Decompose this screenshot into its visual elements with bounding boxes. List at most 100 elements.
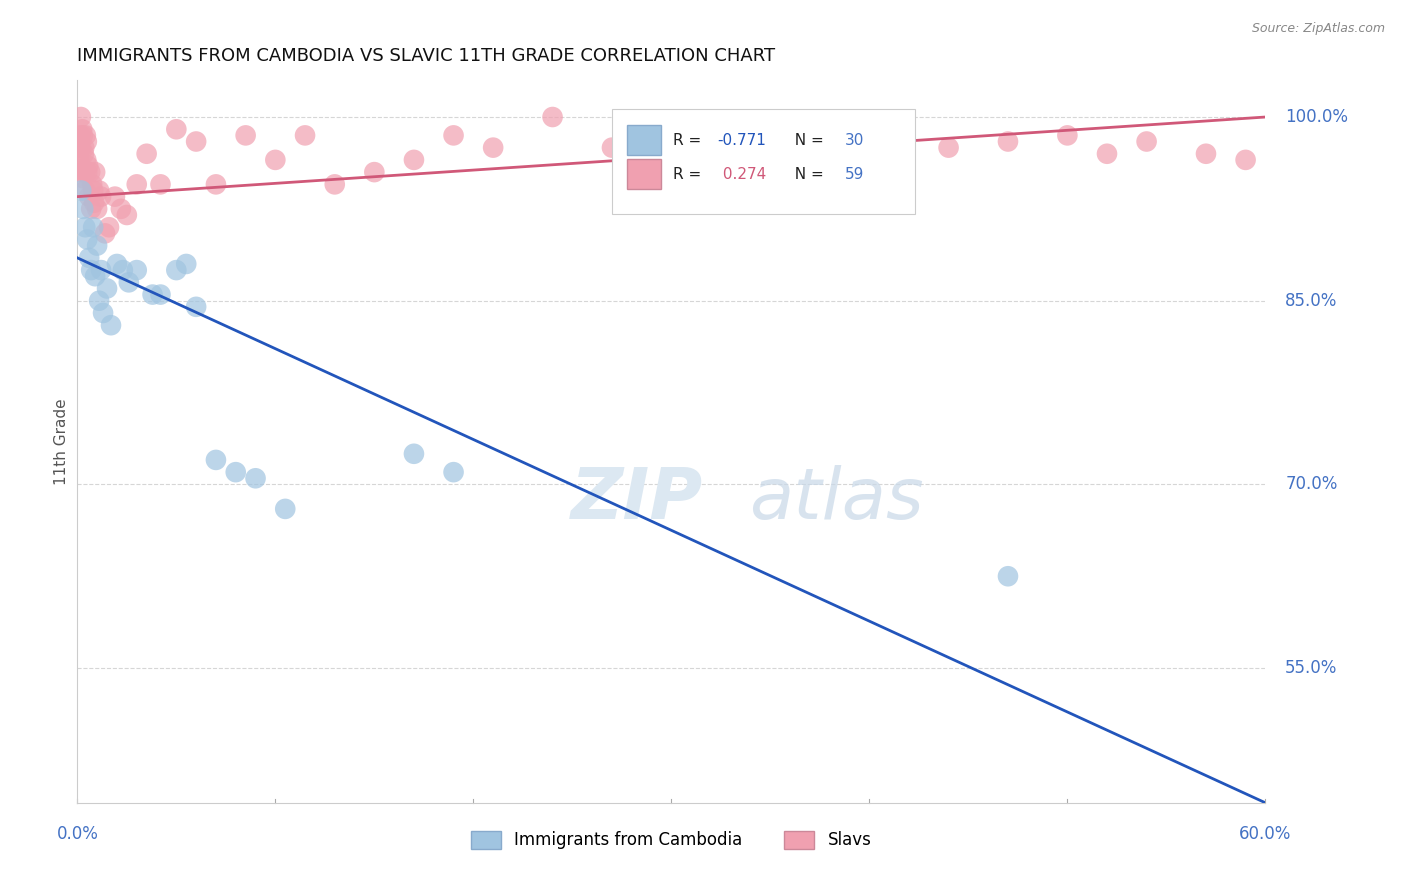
Point — [75, 153, 97, 167]
Point — [125, 178, 148, 192]
Point — [80, 263, 103, 277]
Text: R =: R = — [672, 133, 706, 148]
Point — [149, 178, 172, 192]
Point — [759, 165, 782, 179]
Text: ZIP: ZIP — [571, 465, 703, 533]
Point — [72, 171, 94, 186]
Point — [363, 165, 385, 179]
Text: Source: ZipAtlas.com: Source: ZipAtlas.com — [1251, 22, 1385, 36]
Point — [77, 159, 100, 173]
Point — [82, 178, 104, 192]
Point — [80, 202, 103, 216]
Text: R =: R = — [672, 167, 706, 182]
Text: 59: 59 — [845, 167, 865, 182]
Point — [225, 465, 247, 479]
Point — [76, 135, 98, 149]
Y-axis label: 11th Grade: 11th Grade — [53, 398, 69, 485]
Point — [82, 220, 104, 235]
Bar — [627, 125, 661, 155]
Point — [73, 146, 96, 161]
Point — [86, 202, 108, 216]
FancyBboxPatch shape — [612, 109, 915, 214]
Point — [94, 227, 117, 241]
Point — [86, 238, 108, 252]
Point — [91, 306, 114, 320]
Point — [105, 257, 128, 271]
Bar — [627, 159, 661, 189]
Point — [274, 502, 297, 516]
Legend: Immigrants from Cambodia, Slavs: Immigrants from Cambodia, Slavs — [464, 824, 879, 856]
Point — [77, 189, 100, 203]
Point — [77, 251, 100, 265]
Point — [72, 122, 94, 136]
Text: 70.0%: 70.0% — [1285, 475, 1337, 493]
Text: 100.0%: 100.0% — [1285, 108, 1348, 126]
Point — [100, 318, 122, 333]
Point — [75, 220, 97, 235]
Text: 85.0%: 85.0% — [1285, 292, 1337, 310]
Text: N =: N = — [786, 133, 830, 148]
Point — [72, 202, 94, 216]
Point — [1056, 128, 1078, 143]
Point — [70, 184, 93, 198]
Point — [110, 202, 132, 216]
Point — [1136, 135, 1159, 149]
Point — [443, 465, 465, 479]
Point — [87, 184, 110, 198]
Point — [149, 287, 172, 301]
Point — [1234, 153, 1257, 167]
Text: 60.0%: 60.0% — [1239, 825, 1292, 843]
Point — [1195, 146, 1218, 161]
Point — [541, 110, 564, 124]
Point — [294, 128, 316, 143]
Point — [69, 128, 91, 143]
Point — [118, 276, 141, 290]
Text: 0.0%: 0.0% — [56, 825, 98, 843]
Point — [402, 447, 425, 461]
Text: N =: N = — [786, 167, 830, 182]
Point — [402, 153, 425, 167]
Point — [79, 165, 101, 179]
Point — [84, 269, 107, 284]
Point — [165, 263, 187, 277]
Point — [70, 110, 93, 124]
Point — [135, 146, 157, 161]
Point — [323, 178, 346, 192]
Point — [70, 165, 93, 179]
Point — [997, 135, 1019, 149]
Point — [235, 128, 257, 143]
Point — [82, 184, 104, 198]
Text: -0.771: -0.771 — [717, 133, 766, 148]
Point — [174, 257, 197, 271]
Point — [75, 184, 97, 198]
Text: 30: 30 — [845, 133, 865, 148]
Text: IMMIGRANTS FROM CAMBODIA VS SLAVIC 11TH GRADE CORRELATION CHART: IMMIGRANTS FROM CAMBODIA VS SLAVIC 11TH … — [77, 47, 776, 65]
Point — [76, 165, 98, 179]
Point — [661, 128, 683, 143]
Point — [1095, 146, 1118, 161]
Point — [482, 141, 505, 155]
Point — [90, 189, 112, 203]
Point — [205, 453, 228, 467]
Point — [111, 263, 134, 277]
Point — [186, 135, 208, 149]
Point — [70, 141, 93, 155]
Point — [87, 293, 110, 308]
Point — [83, 195, 105, 210]
Point — [877, 141, 900, 155]
Point — [205, 178, 228, 192]
Point — [997, 569, 1019, 583]
Point — [73, 141, 96, 155]
Point — [72, 128, 94, 143]
Point — [245, 471, 267, 485]
Text: 0.274: 0.274 — [717, 167, 766, 182]
Point — [96, 281, 118, 295]
Text: 55.0%: 55.0% — [1285, 659, 1337, 677]
Point — [84, 165, 107, 179]
Point — [115, 208, 138, 222]
Point — [818, 146, 841, 161]
Point — [264, 153, 287, 167]
Point — [73, 165, 96, 179]
Point — [142, 287, 165, 301]
Point — [165, 122, 187, 136]
